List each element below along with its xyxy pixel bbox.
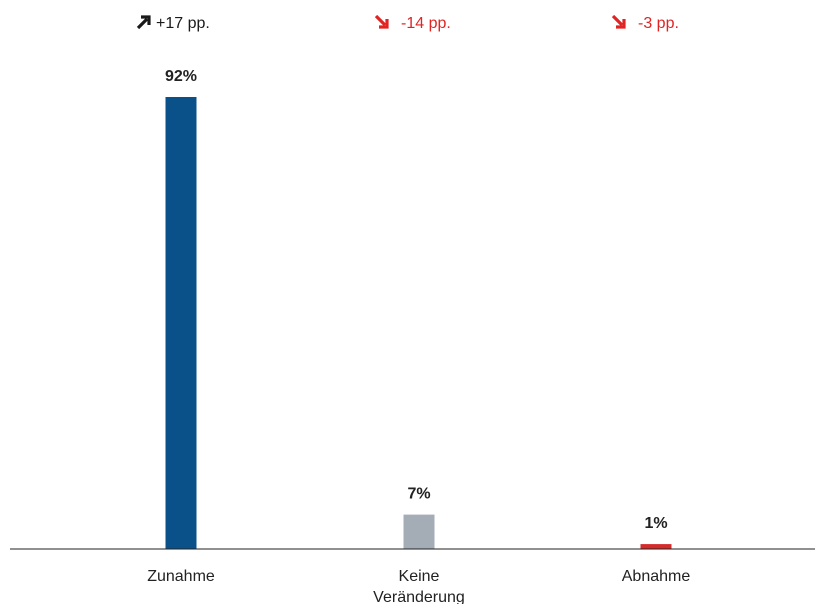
change-label-3: -3 pp. bbox=[638, 15, 679, 32]
bar-2 bbox=[403, 514, 435, 549]
value-labels: 92% 7% 1% bbox=[165, 68, 668, 532]
change-indicators: +17 pp. -14 pp. -3 pp. bbox=[136, 14, 679, 32]
category-labels: Zunahme Keine Veränderung Abnahme bbox=[147, 568, 690, 604]
change-indicator-3: -3 pp. bbox=[611, 14, 679, 32]
change-indicator-2: -14 pp. bbox=[374, 14, 451, 32]
bars bbox=[165, 97, 672, 549]
change-label-1: +17 pp. bbox=[156, 15, 210, 32]
arrow-up-right-icon bbox=[136, 15, 151, 30]
change-indicator-1: +17 pp. bbox=[136, 15, 210, 32]
category-label-line: Keine bbox=[399, 568, 440, 585]
category-label-line: Zunahme bbox=[147, 568, 215, 585]
value-label-1: 92% bbox=[165, 68, 197, 85]
category-label-line: Abnahme bbox=[622, 568, 691, 585]
category-label-line: Veränderung bbox=[373, 589, 465, 604]
bar-1 bbox=[165, 97, 197, 549]
arrow-down-right-icon bbox=[374, 14, 389, 29]
category-label-3: Abnahme bbox=[622, 568, 691, 585]
category-label-2: Keine Veränderung bbox=[373, 568, 465, 604]
category-label-1: Zunahme bbox=[147, 568, 215, 585]
value-label-2: 7% bbox=[407, 486, 430, 503]
change-label-2: -14 pp. bbox=[401, 15, 451, 32]
bar-3 bbox=[640, 544, 672, 549]
arrow-down-right-icon bbox=[611, 14, 626, 29]
value-label-3: 1% bbox=[644, 515, 667, 532]
